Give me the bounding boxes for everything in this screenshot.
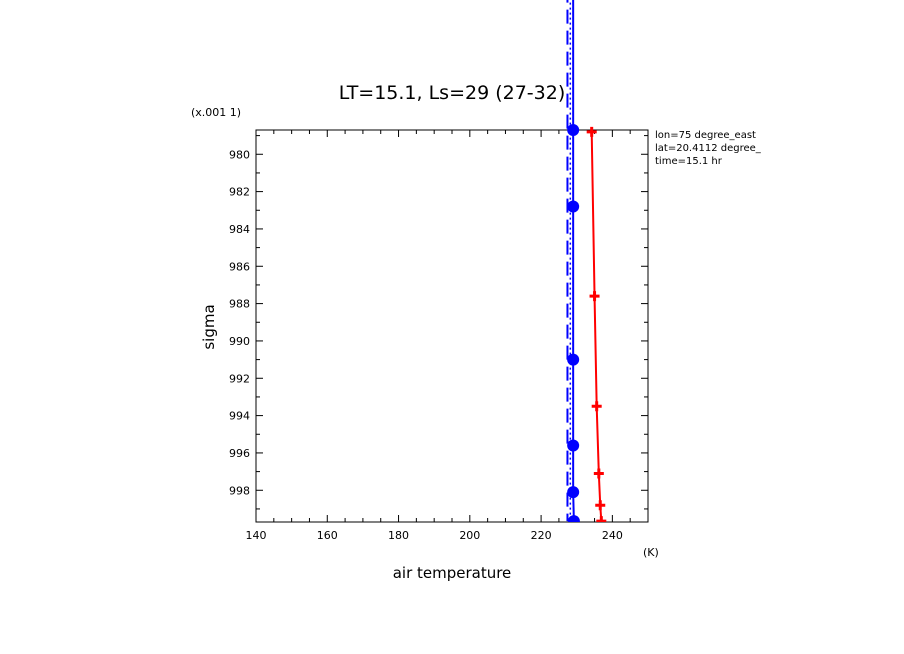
x-tick-label: 180 bbox=[388, 529, 409, 542]
x-tick-label: 160 bbox=[317, 529, 338, 542]
y-tick-label: 994 bbox=[229, 410, 250, 423]
y-tick-label: 982 bbox=[229, 186, 250, 199]
y-tick-label: 996 bbox=[229, 447, 250, 460]
series-marker bbox=[567, 515, 580, 522]
y-tick-label: 990 bbox=[229, 335, 250, 348]
axes: 140 160 180 200 220 240 980 982 984 986 988 990 992 9… bbox=[229, 129, 649, 542]
x-tick-label: 220 bbox=[531, 529, 552, 542]
y-tick-label: 986 bbox=[229, 260, 250, 273]
annotations: lon=75 degree_east lat=20.4112 degree_tim… bbox=[655, 130, 762, 167]
y-tick-label: 992 bbox=[229, 372, 250, 385]
series-marker bbox=[589, 291, 600, 302]
y-tick-label: 988 bbox=[229, 298, 250, 311]
y-scale-label: (x.001 1) bbox=[191, 106, 241, 119]
x-unit-label: (K) bbox=[643, 546, 659, 559]
x-tick-label: 140 bbox=[246, 529, 267, 542]
series-marker bbox=[591, 401, 602, 412]
series-layer bbox=[566, 0, 607, 522]
series-marker bbox=[586, 126, 597, 137]
series-marker bbox=[567, 124, 580, 136]
annotation-line: lat=20.4112 degree_ bbox=[655, 143, 762, 154]
series-marker bbox=[567, 353, 580, 366]
series-marker bbox=[567, 486, 580, 499]
series-marker bbox=[596, 516, 607, 522]
series-marker bbox=[595, 500, 606, 511]
y-axis-label: sigma bbox=[200, 304, 218, 349]
series-marker bbox=[593, 468, 604, 479]
plot-frame bbox=[255, 129, 649, 523]
x-tick-label: 200 bbox=[459, 529, 480, 542]
chart-title: LT=15.1, Ls=29 (27-32) bbox=[339, 82, 566, 104]
series-marker bbox=[567, 200, 580, 213]
y-tick-label: 980 bbox=[229, 148, 250, 161]
x-tick-label: 240 bbox=[602, 529, 623, 542]
y-tick-label: 998 bbox=[229, 484, 250, 497]
series-marker bbox=[567, 439, 580, 452]
annotation-line: lon=75 degree_east bbox=[655, 130, 756, 141]
annotation-line: time=15.1 hr bbox=[655, 156, 723, 167]
y-tick-label: 984 bbox=[229, 223, 250, 236]
x-axis-label: air temperature bbox=[393, 564, 512, 582]
series-line-0 bbox=[590, 131, 603, 522]
